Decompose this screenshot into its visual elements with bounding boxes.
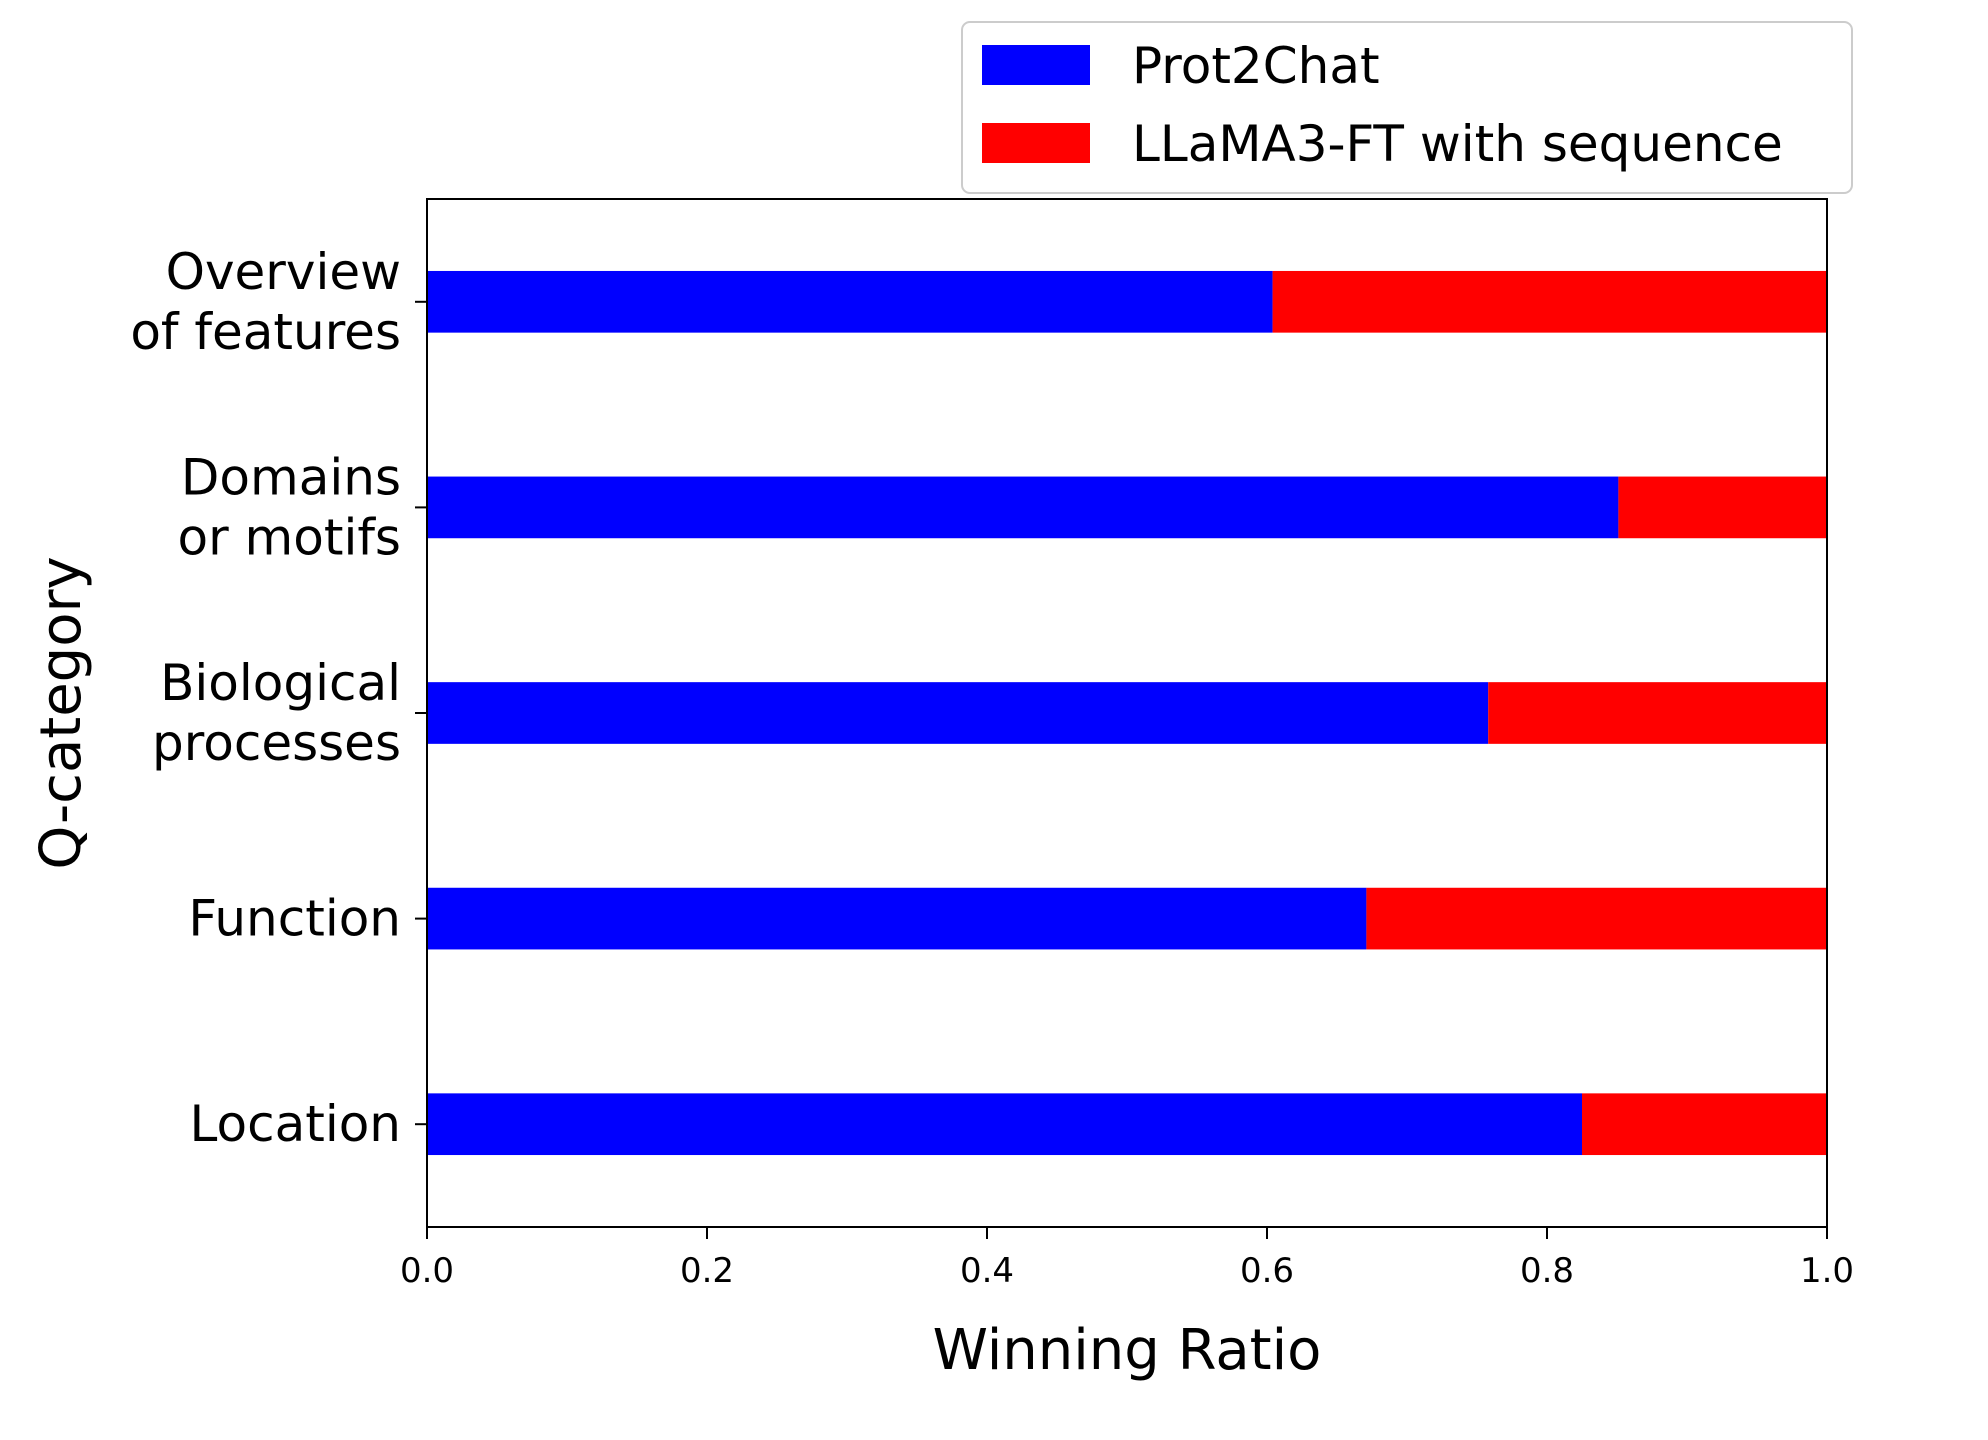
y-tick-label-line: processes	[152, 714, 401, 772]
x-tick-label: 0.4	[960, 1251, 1014, 1291]
legend-box	[961, 21, 1853, 194]
legend: Prot2Chat LLaMA3-FT with sequence	[961, 21, 1853, 194]
bar-llama3-ft-4	[1582, 1093, 1827, 1156]
bar-prot2chat-4	[427, 1093, 1582, 1156]
y-tick-label-line: Overview	[166, 243, 401, 301]
x-tick-label: 0.0	[400, 1251, 454, 1291]
x-tick-label: 0.8	[1520, 1251, 1574, 1291]
y-tick-label: Domains or motifs	[178, 448, 402, 566]
bar-llama3-ft-2	[1488, 682, 1827, 744]
y-tick-label: Function	[188, 890, 401, 948]
y-tick-label-line: or motifs	[178, 508, 402, 566]
y-tick-label-line: Biological	[160, 654, 401, 712]
y-axis-label: Q-category	[29, 556, 94, 869]
y-tick-label-line: Domains	[181, 448, 401, 506]
bar-llama3-ft-0	[1272, 270, 1827, 333]
legend-label-prot2chat: Prot2Chat	[1132, 37, 1380, 95]
y-tick-label: Location	[190, 1095, 401, 1153]
y-axis: Overview of features Domains or motifs Biolo…	[130, 243, 427, 1153]
bar-llama3-ft-3	[1366, 887, 1827, 950]
bar-prot2chat-2	[427, 682, 1489, 744]
bar-prot2chat-1	[427, 476, 1619, 539]
bars-group	[427, 270, 1827, 1156]
bar-prot2chat-0	[427, 270, 1273, 333]
y-tick-label: Biological processes	[152, 654, 401, 772]
y-tick-label-line: Location	[190, 1095, 401, 1153]
legend-swatch-llama3-ft	[982, 123, 1090, 163]
x-tick-label: 1.0	[1800, 1251, 1854, 1291]
y-tick-label-line: of features	[130, 303, 401, 361]
y-tick-label: Overview of features	[130, 243, 401, 361]
x-tick-label: 0.6	[1240, 1251, 1294, 1291]
x-tick-label: 0.2	[680, 1251, 734, 1291]
x-axis: 0.0 0.2 0.4 0.6 0.8 1.0	[400, 1227, 1854, 1291]
x-axis-label: Winning Ratio	[933, 1318, 1322, 1383]
bar-prot2chat-3	[427, 887, 1367, 950]
y-tick-label-line: Function	[188, 890, 401, 948]
legend-swatch-prot2chat	[982, 45, 1090, 85]
bar-llama3-ft-1	[1618, 476, 1827, 539]
legend-label-llama3-ft: LLaMA3-FT with sequence	[1132, 115, 1783, 173]
